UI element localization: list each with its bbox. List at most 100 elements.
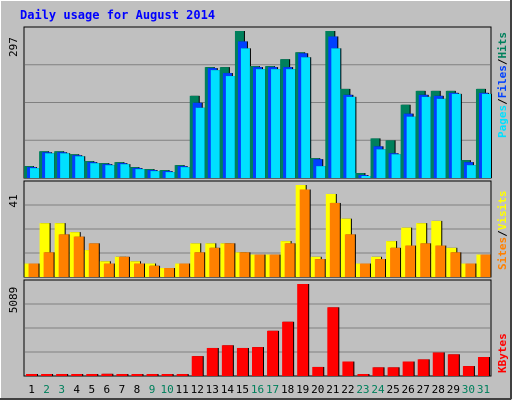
sites-bar-day-25 [390,247,401,277]
pages-bar-day-16 [256,69,265,178]
hits-legend: Pages/Files/Hits [496,32,509,138]
sites-bar-day-15 [239,252,250,277]
kbytes-bar-day-25 [387,367,399,376]
sites-bar-day-9 [149,265,160,277]
legend-separator: / [496,98,509,105]
day-label-4: 4 [73,383,80,396]
legend-text: KBytes [496,333,509,373]
kbytes-bar-day-26 [402,361,414,376]
pages-bar-day-4 [75,156,85,178]
sites-bar-day-14 [224,243,235,277]
kbytes-bar-day-3 [56,374,68,376]
kbytes-bar-day-16 [252,347,263,376]
day-label-24: 24 [371,383,385,396]
day-label-26: 26 [402,383,415,396]
kbytes-bar-day-31 [477,357,489,376]
pages-bar-day-13 [210,70,220,178]
kbytes-bar-day-14 [221,345,233,376]
x-axis-day-labels: 1 2 3 4 5 6 7 8 9 10 11 12 13 14 15 16 17 18 19 20 21 22 23 24 2… [28,383,490,396]
sites-bar-day-7 [118,256,129,277]
kbytes-bar-day-7 [116,374,128,376]
kbytes-bar-day-2 [41,374,53,376]
day-label-8: 8 [134,383,141,396]
pages-bar-day-24 [376,149,386,178]
pages-bar-day-17 [271,69,281,178]
pages-bar-day-27 [421,96,431,178]
pages-bar-day-25 [391,154,401,178]
kbytes-bar-day-5 [86,374,98,376]
day-label-2: 2 [43,383,50,396]
day-label-9: 9 [149,383,156,396]
sites-bar-day-8 [133,263,144,277]
day-label-20: 20 [311,383,324,396]
sites-bar-day-18 [284,243,295,277]
sites-bar-day-22 [344,234,355,277]
sites-bar-day-21 [329,202,340,277]
day-label-15: 15 [236,383,249,396]
sites-bar-day-12 [194,252,205,277]
pages-bar-day-2 [45,153,55,178]
day-label-18: 18 [281,383,294,396]
hits-files-pages-panel [23,26,492,179]
sites-bar-day-10 [164,268,175,277]
day-label-7: 7 [119,383,126,396]
day-label-16: 16 [251,383,264,396]
sites-bar-day-28 [435,245,446,277]
sites-bar-day-1 [28,263,39,277]
kbytes-bar-day-11 [176,374,188,376]
day-label-30: 30 [462,383,475,396]
kbytes-panel [23,279,492,377]
pages-bar-day-7 [120,164,130,178]
sites-bar-day-30 [465,263,476,277]
visits-bar-day-2 [39,223,50,277]
kbytes-bar-day-10 [161,374,173,376]
kbytes-bar-day-8 [131,374,143,376]
pages-bar-day-9 [150,171,160,178]
day-label-6: 6 [104,383,111,396]
legend-separator: / [496,230,509,237]
pages-bar-day-18 [286,69,296,178]
kbytes-bar-day-22 [342,361,354,376]
kbytes-bar-day-24 [372,367,384,376]
legend-files: Files [496,65,509,98]
kbytes-bar-day-27 [417,359,429,376]
day-label-19: 19 [296,383,309,396]
day-label-22: 22 [341,383,354,396]
kbytes-legend: KBytes [496,333,509,373]
day-label-11: 11 [176,383,189,396]
day-label-13: 13 [206,383,219,396]
pages-bar-day-23 [361,176,371,178]
visits-ymax-label: 41 [7,194,20,207]
day-label-12: 12 [191,383,204,396]
day-label-31: 31 [477,383,490,396]
sites-bar-day-27 [420,243,431,277]
pages-bar-day-31 [481,93,491,178]
day-label-28: 28 [432,383,445,396]
pages-bar-day-14 [225,76,235,178]
kbytes-bar-day-28 [432,352,444,376]
legend-hits: Hits [496,32,509,59]
sites-bar-day-29 [450,252,461,277]
day-label-3: 3 [58,383,65,396]
pages-bar-day-10 [165,172,175,178]
kbytes-bar-day-13 [206,347,218,376]
pages-bar-day-8 [135,169,145,178]
kbytes-bar-day-30 [462,366,474,376]
legend-visits: Visits [496,191,509,231]
day-label-10: 10 [160,383,173,396]
sites-bar-day-3 [58,234,69,277]
sites-bar-day-19 [299,189,310,277]
pages-bar-day-11 [180,167,190,178]
pages-bar-day-30 [466,165,476,178]
hits-ymax-label: 297 [7,37,20,57]
pages-bar-day-12 [195,107,205,178]
pages-bar-day-20 [316,166,326,178]
kbytes-bar-day-29 [447,354,459,376]
sites-bar-day-17 [269,254,280,277]
day-label-21: 21 [326,383,339,396]
legend-kbytes: KBytes [496,333,509,373]
sites-bar-day-31 [480,254,491,277]
legend-pages: Pages [496,105,509,138]
